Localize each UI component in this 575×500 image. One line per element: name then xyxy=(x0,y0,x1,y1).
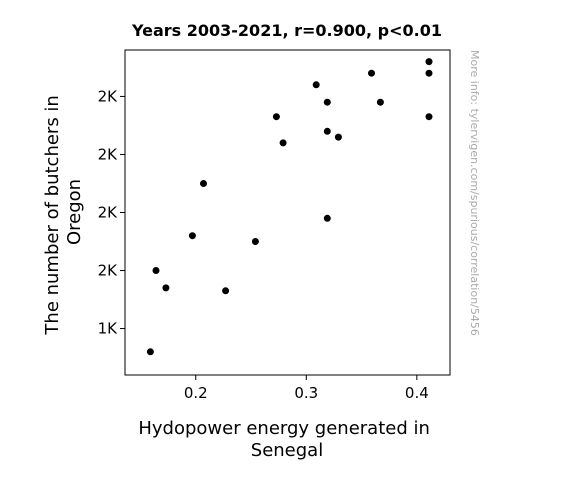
x-axis-ticks: 0.2 0.3 0.4 xyxy=(184,375,429,402)
chart-title: Years 2003-2021, r=0.900, p<0.01 xyxy=(131,21,442,40)
x-axis-label: Hydopower energy generated in Senegal xyxy=(138,418,435,461)
data-point-19 xyxy=(425,113,433,121)
data-point-11 xyxy=(323,127,331,135)
data-points xyxy=(146,58,433,356)
y-axis-ticks: 1K 2K 2K 2K 2K xyxy=(98,87,125,338)
x-tick-label-1: 0.2 xyxy=(184,384,208,402)
y-tick-label-3: 2K xyxy=(98,204,119,222)
y-tick-label-4: 2K xyxy=(98,145,119,163)
x-tick-label-3: 0.4 xyxy=(405,384,429,402)
data-point-1 xyxy=(146,348,154,356)
x-axis-label-line-2: Senegal xyxy=(251,440,323,461)
data-point-3 xyxy=(162,284,170,292)
x-tick-label-2: 0.3 xyxy=(294,384,318,402)
y-tick-label-2: 2K xyxy=(98,262,119,280)
data-point-4 xyxy=(188,232,196,240)
data-point-15 xyxy=(368,69,375,77)
data-point-18 xyxy=(425,69,433,77)
x-axis-label-line-1: Hydopower energy generated in xyxy=(138,418,430,439)
data-point-9 xyxy=(279,139,287,147)
y-axis-label: The number of butchers in Oregon xyxy=(42,89,85,335)
data-point-10 xyxy=(312,81,320,89)
y-tick-label-5: 2K xyxy=(98,87,119,105)
y-axis-label-line-2: Oregon xyxy=(64,179,85,245)
data-point-6 xyxy=(222,287,230,295)
watermark-text: More info: tylervigen.com/spurious/corre… xyxy=(468,50,481,336)
data-point-7 xyxy=(251,238,259,245)
data-point-16 xyxy=(376,98,384,106)
data-point-2 xyxy=(152,267,160,274)
data-point-13 xyxy=(323,214,331,222)
data-point-17 xyxy=(425,58,433,66)
data-point-5 xyxy=(200,180,207,187)
y-axis-label-line-1: The number of butchers in xyxy=(42,95,63,335)
data-point-14 xyxy=(334,133,342,141)
data-point-8 xyxy=(272,113,280,121)
y-tick-label-1: 1K xyxy=(98,320,119,338)
data-point-12 xyxy=(323,98,331,106)
